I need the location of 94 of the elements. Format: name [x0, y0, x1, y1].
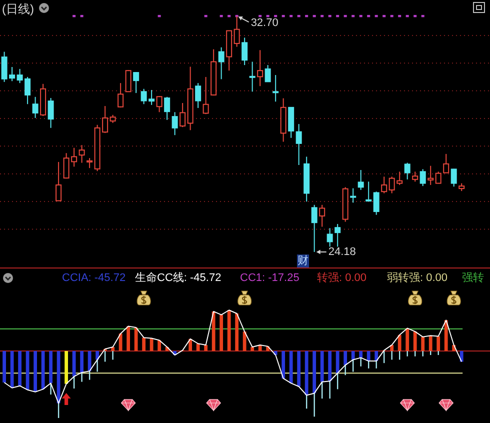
bar [111, 346, 115, 351]
candlestick [180, 102, 186, 128]
bar [96, 351, 100, 360]
bar [10, 351, 14, 388]
text: 转强: 0.00 [317, 272, 367, 284]
text: CC1: -17.25 [240, 272, 300, 284]
bar [282, 351, 286, 378]
text: 强转 [462, 272, 484, 284]
bar [359, 351, 363, 358]
candlestick [350, 188, 356, 204]
text: 生命CC线: -45.72 [135, 271, 222, 284]
candlestick [202, 76, 209, 115]
bar [398, 334, 402, 351]
bar [56, 351, 60, 404]
bar [344, 351, 348, 366]
candlestick [404, 162, 410, 180]
candlestick [319, 204, 326, 228]
bar [444, 320, 448, 351]
candlestick [118, 82, 124, 108]
bar [158, 340, 162, 351]
candlestick [326, 228, 333, 248]
bar [204, 344, 208, 351]
bar [80, 351, 84, 372]
bar [421, 336, 425, 351]
candlestick [420, 168, 426, 187]
bar [406, 328, 410, 351]
candlestick [334, 223, 341, 248]
bar [235, 313, 239, 351]
bar [88, 351, 92, 372]
bar [196, 344, 200, 351]
bar [320, 351, 324, 382]
bar [142, 338, 146, 351]
bar [304, 351, 308, 396]
bar [64, 351, 68, 384]
text: CCIA: -45.72 [62, 272, 126, 284]
bar [328, 351, 332, 382]
bar [26, 351, 30, 390]
candlestick [272, 74, 279, 102]
bar [428, 336, 432, 351]
candlestick [381, 176, 388, 194]
bar [41, 351, 45, 390]
bar [351, 351, 355, 360]
bar [72, 351, 76, 376]
candlestick [249, 61, 256, 92]
candlestick [133, 71, 140, 94]
candlestick [288, 106, 294, 138]
chart-title: (日线) [2, 2, 34, 16]
candlestick [156, 96, 162, 113]
candlestick [172, 112, 178, 136]
bar [118, 334, 122, 351]
candlestick [164, 96, 170, 120]
bar [390, 344, 394, 351]
bar [49, 351, 53, 384]
candlestick [450, 168, 457, 188]
candlestick [32, 96, 38, 118]
annotation: 24.18 [328, 246, 356, 258]
candlestick [125, 70, 132, 92]
candlestick [412, 171, 418, 182]
bar [413, 332, 417, 351]
bar [18, 351, 22, 386]
candlestick [373, 191, 380, 216]
candlestick [257, 50, 264, 87]
candlestick [195, 82, 202, 108]
candlestick [296, 124, 302, 166]
candlestick [48, 98, 54, 128]
bar [436, 336, 440, 351]
bar [126, 326, 130, 351]
candlestick [218, 46, 224, 80]
bar [134, 328, 138, 351]
candlestick [428, 165, 434, 186]
candlestick [242, 37, 248, 66]
bar [336, 351, 340, 374]
bar [2, 351, 6, 382]
bar [366, 351, 370, 362]
bar [34, 351, 38, 392]
bar [250, 346, 254, 351]
candlestick [86, 158, 93, 169]
bar [297, 351, 301, 387]
candlestick [78, 144, 85, 164]
bar [289, 351, 293, 384]
bar [227, 310, 231, 351]
bar [374, 351, 378, 362]
bar [220, 314, 224, 351]
candlestick [56, 161, 62, 202]
bar [212, 311, 216, 351]
bar [258, 344, 262, 351]
bar [150, 338, 154, 351]
bar [242, 332, 246, 351]
candlestick [366, 181, 372, 202]
candlestick [358, 169, 364, 190]
text: 弱转强: 0.00 [387, 272, 448, 284]
bar [312, 351, 316, 394]
annotation: 32.70 [250, 17, 278, 30]
candlestick [264, 64, 271, 82]
